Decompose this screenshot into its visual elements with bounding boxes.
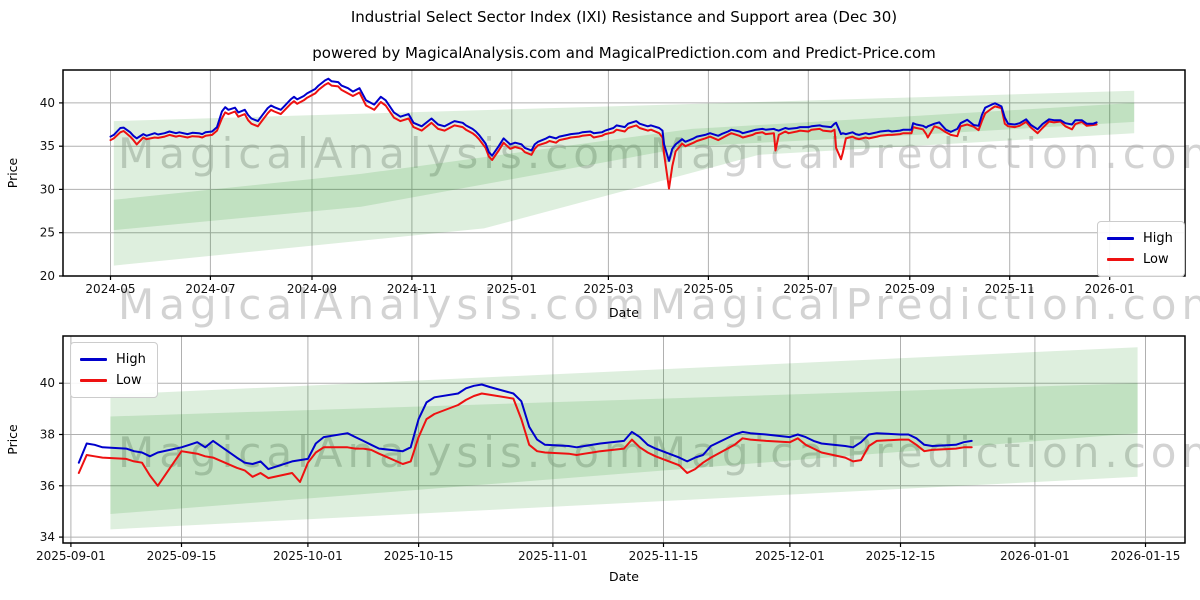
svg-text:25: 25	[40, 226, 55, 240]
svg-text:20: 20	[40, 269, 55, 283]
svg-text:2025-09: 2025-09	[885, 282, 935, 296]
x-axis-label: Date	[609, 305, 639, 320]
svg-text:40: 40	[40, 376, 55, 390]
svg-text:2024-09: 2024-09	[287, 282, 337, 296]
legend-line-swatch	[80, 358, 107, 361]
svg-text:2025-01: 2025-01	[487, 282, 537, 296]
svg-text:2025-03: 2025-03	[583, 282, 633, 296]
svg-text:2025-11-01: 2025-11-01	[518, 549, 588, 563]
x-axis-label: Date	[609, 569, 639, 584]
svg-text:2025-09-01: 2025-09-01	[36, 549, 106, 563]
svg-text:35: 35	[40, 139, 55, 153]
svg-text:2025-10-01: 2025-10-01	[273, 549, 343, 563]
legend-item: High	[1107, 228, 1173, 249]
svg-text:2025-11: 2025-11	[985, 282, 1035, 296]
svg-text:34: 34	[40, 530, 55, 544]
legend-line-swatch	[1107, 258, 1134, 261]
svg-text:2025-07: 2025-07	[783, 282, 833, 296]
legend-item: Low	[80, 370, 146, 391]
svg-text:38: 38	[40, 428, 55, 442]
legend-label: Low	[1143, 252, 1169, 267]
legend-label: High	[116, 352, 146, 367]
svg-text:36: 36	[40, 479, 55, 493]
svg-text:2026-01: 2026-01	[1085, 282, 1135, 296]
chart-subtitle: powered by MagicalAnalysis.com and Magic…	[312, 44, 936, 62]
svg-text:2024-05: 2024-05	[85, 282, 135, 296]
svg-text:2026-01-01: 2026-01-01	[1000, 549, 1070, 563]
y-axis-label: Price	[5, 157, 20, 188]
svg-text:2024-07: 2024-07	[185, 282, 235, 296]
svg-text:2026-01-15: 2026-01-15	[1111, 549, 1181, 563]
y-axis-label: Price	[5, 424, 20, 455]
svg-text:2025-11-15: 2025-11-15	[629, 549, 699, 563]
svg-text:2025-12-15: 2025-12-15	[866, 549, 936, 563]
legend-line-swatch	[80, 379, 107, 382]
legend-item: Low	[1107, 249, 1173, 270]
legend-label: High	[1143, 231, 1173, 246]
legend-label: Low	[116, 373, 142, 388]
legend: High Low	[70, 342, 158, 398]
legend-line-swatch	[1107, 237, 1134, 240]
svg-text:2025-05: 2025-05	[683, 282, 733, 296]
svg-text:2025-10-15: 2025-10-15	[384, 549, 454, 563]
svg-text:2025-12-01: 2025-12-01	[755, 549, 825, 563]
svg-text:2024-11: 2024-11	[387, 282, 437, 296]
svg-text:40: 40	[40, 96, 55, 110]
chart-title: Industrial Select Sector Index (IXI) Res…	[350, 8, 898, 26]
svg-text:30: 30	[40, 182, 55, 196]
svg-text:2025-09-15: 2025-09-15	[147, 549, 217, 563]
legend-item: High	[80, 349, 146, 370]
legend: High Low	[1097, 221, 1185, 277]
